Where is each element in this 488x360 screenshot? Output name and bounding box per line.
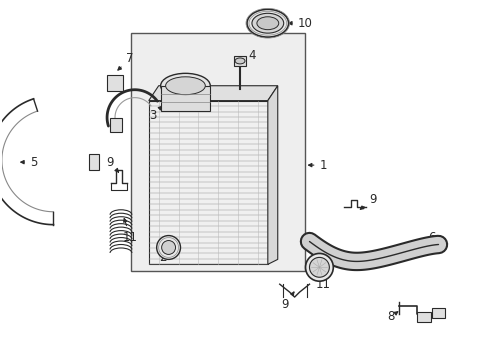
Text: 6: 6 — [419, 231, 435, 247]
Text: 8: 8 — [386, 310, 397, 323]
Text: 2: 2 — [158, 247, 172, 264]
Bar — [148, 100, 267, 264]
Ellipse shape — [235, 58, 244, 64]
Polygon shape — [267, 86, 277, 264]
Text: 10: 10 — [288, 17, 312, 30]
Text: 9: 9 — [281, 292, 293, 311]
Text: 11: 11 — [315, 271, 330, 291]
Bar — [131, 33, 304, 271]
Circle shape — [162, 240, 175, 255]
Ellipse shape — [256, 17, 278, 30]
Ellipse shape — [161, 73, 210, 98]
Bar — [416, 312, 429, 322]
Circle shape — [309, 257, 328, 277]
Bar — [234, 56, 245, 66]
Polygon shape — [148, 86, 277, 100]
Text: 1: 1 — [308, 159, 326, 172]
Bar — [107, 75, 122, 91]
Text: 4: 4 — [241, 49, 255, 63]
Bar — [431, 308, 445, 318]
Text: 3: 3 — [148, 107, 162, 122]
Text: 5: 5 — [21, 156, 37, 168]
Bar — [89, 154, 99, 170]
Ellipse shape — [246, 9, 288, 37]
Text: 11: 11 — [122, 219, 138, 244]
Text: 9: 9 — [360, 193, 376, 209]
Text: 7: 7 — [118, 53, 133, 70]
Bar — [110, 118, 122, 132]
Bar — [161, 86, 210, 111]
Ellipse shape — [165, 77, 205, 95]
Ellipse shape — [251, 13, 283, 33]
Circle shape — [305, 253, 333, 281]
Circle shape — [156, 235, 180, 260]
Text: 9: 9 — [106, 156, 118, 172]
